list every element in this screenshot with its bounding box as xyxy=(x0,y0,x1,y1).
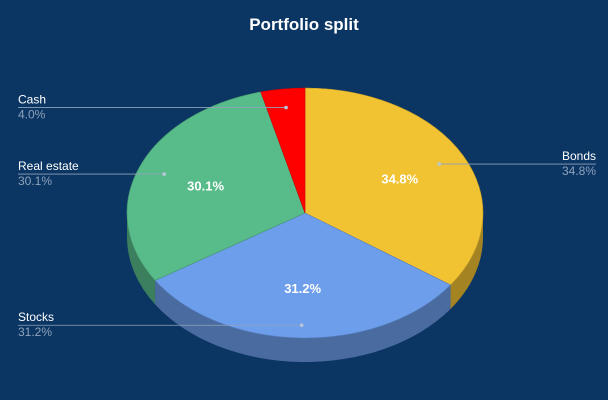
slice-side-real-estate xyxy=(127,213,156,305)
callout-category: Stocks xyxy=(18,310,54,324)
callout-percent: 34.8% xyxy=(562,164,596,178)
callout-category: Real estate xyxy=(18,159,79,173)
leader-dot xyxy=(162,172,167,176)
pie-sides xyxy=(127,213,483,362)
slice-side-stocks xyxy=(155,280,451,362)
callout-percent: 31.2% xyxy=(18,325,52,339)
leader-dot xyxy=(299,323,304,328)
slice-value-label: 34.8% xyxy=(381,171,418,186)
callout-category: Bonds xyxy=(562,149,596,163)
slice-value-label: 31.2% xyxy=(284,281,321,296)
slice-stocks xyxy=(154,212,452,339)
callout-category: Cash xyxy=(18,93,46,107)
slice-bonds xyxy=(304,87,484,286)
leader-dot xyxy=(284,105,288,110)
callout-percent: 4.0% xyxy=(18,108,46,122)
slice-side-bonds xyxy=(450,213,483,309)
slice-real-estate xyxy=(126,91,306,281)
slice-value-label: 30.1% xyxy=(187,179,224,194)
inside-labels: 34.8% 31.2% 30.1% xyxy=(187,171,418,296)
chart-title: Portfolio split xyxy=(249,15,359,34)
pie-tops xyxy=(126,87,484,339)
callout-percent: 30.1% xyxy=(18,174,52,188)
leader-dot xyxy=(437,162,442,166)
slice-cash xyxy=(260,87,306,214)
